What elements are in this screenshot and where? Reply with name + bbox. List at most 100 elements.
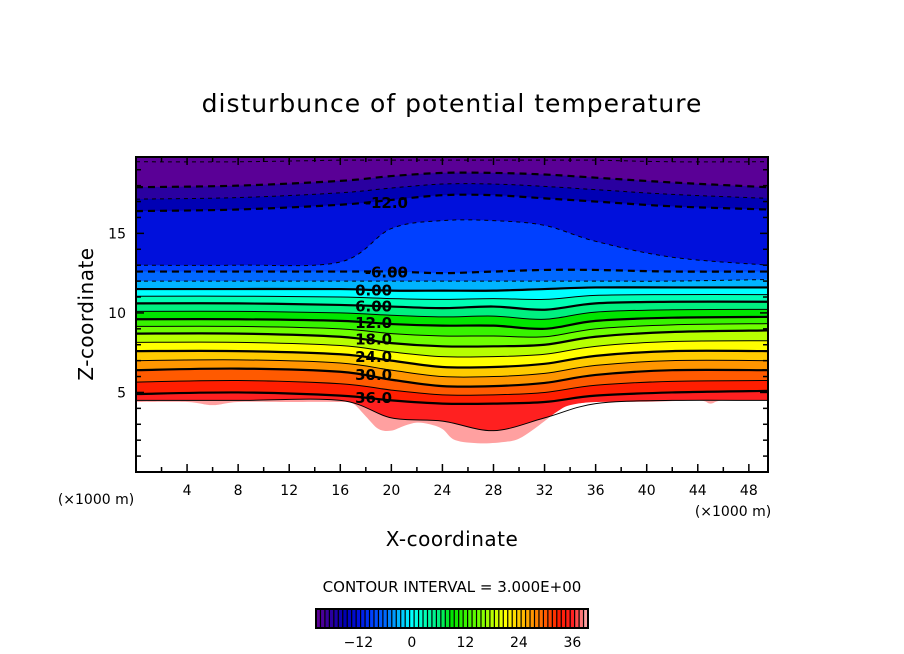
colorbar-tick-label: 12 <box>456 635 474 651</box>
contour-line <box>136 300 768 311</box>
contour-label: 36.0 <box>355 389 392 407</box>
contour-line <box>136 379 768 396</box>
x-tick-label: 44 <box>689 483 707 499</box>
contour-line <box>136 367 768 388</box>
terrain <box>136 400 768 472</box>
x-tick-label: 12 <box>280 483 298 499</box>
colorbar-tick-label: 24 <box>510 635 528 651</box>
colorbar-swatch <box>543 609 548 628</box>
colorbar-swatch <box>530 609 535 628</box>
contour-line <box>136 323 768 338</box>
colorbar-tick-label: −12 <box>344 635 374 651</box>
x-tick-label: 32 <box>536 483 554 499</box>
contour-line <box>136 340 768 358</box>
contour-label: 6.00 <box>355 297 392 315</box>
colorbar-swatch <box>552 609 557 628</box>
x-tick-label: 24 <box>434 483 452 499</box>
colorbar-swatch <box>489 609 495 628</box>
y-tick-label: 10 <box>108 306 126 322</box>
contour-label: 24.0 <box>355 348 392 366</box>
y-tick-label: 5 <box>117 385 126 401</box>
colorbar-swatch <box>360 609 366 628</box>
colorbar-swatch <box>498 609 504 628</box>
colorbar-swatch <box>516 609 522 628</box>
colorbar-swatch <box>347 609 352 628</box>
x-tick-label: 8 <box>234 483 243 499</box>
colorbar-swatch <box>365 609 370 628</box>
colorbar-swatch <box>356 609 361 628</box>
contour-line <box>136 171 768 189</box>
contour-line <box>136 389 768 405</box>
contour-line <box>136 308 768 320</box>
colorbar-tick-label: 36 <box>563 635 581 651</box>
x-tick-label: 16 <box>331 483 349 499</box>
colorbar-swatch <box>472 609 477 628</box>
colorbar-swatch <box>324 609 330 628</box>
colorbar-swatch <box>561 609 566 628</box>
colorbar-swatch <box>369 609 374 628</box>
colorbar-swatch <box>534 609 539 628</box>
x-unit-label-right: (×1000 m) <box>695 504 771 520</box>
contour-line <box>136 315 768 331</box>
x-axis-label: X-coordinate <box>386 527 519 551</box>
colorbar-swatch <box>579 609 584 628</box>
colorbar-swatch <box>400 609 406 628</box>
contour-line <box>136 349 768 369</box>
colorbar-swatch <box>423 609 428 628</box>
contour-line <box>136 183 768 200</box>
colorbar-swatch <box>391 609 397 628</box>
colorbar-swatch <box>476 609 481 628</box>
colorbar-swatch <box>338 609 343 628</box>
colorbar-swatch <box>436 609 441 628</box>
contour-label: 30.0 <box>355 366 392 384</box>
contour-line <box>136 398 768 432</box>
colorbar-swatch <box>507 609 513 628</box>
colorbar-swatch <box>458 609 464 628</box>
colorbar-tick-label: 0 <box>407 635 416 651</box>
colorbar-swatch <box>449 609 455 628</box>
colorbar-swatch <box>320 609 325 628</box>
y-tick-label: 15 <box>108 226 126 242</box>
contour-line <box>136 359 768 378</box>
contour-line <box>136 286 768 292</box>
colorbar-swatch <box>454 609 459 628</box>
contour-lines <box>136 159 768 432</box>
contour-label: 12.0 <box>355 314 392 332</box>
x-tick-label: 48 <box>740 483 758 499</box>
colorbar-swatch <box>480 609 486 628</box>
colorbar-swatch <box>445 609 450 628</box>
colorbar-swatch <box>431 609 437 628</box>
colorbar-swatch <box>467 609 473 628</box>
colorbar-swatch <box>512 609 517 628</box>
colorbar-swatch <box>342 609 348 628</box>
colorbar-swatch <box>382 609 388 628</box>
colorbar-swatch <box>329 609 334 628</box>
colorbar-frame <box>315 608 589 629</box>
colorbar-swatch <box>316 609 321 628</box>
colorbar-swatch <box>570 609 575 628</box>
colorbar-swatch <box>405 609 410 628</box>
colorbar-swatch <box>396 609 401 628</box>
colorbar-swatch <box>547 609 553 628</box>
colorbar-swatch <box>373 609 379 628</box>
colorbar-swatch <box>418 609 424 628</box>
contour-label: -12.0 <box>365 194 408 212</box>
colorbar-swatch <box>414 609 419 628</box>
colorbar-swatch <box>440 609 446 628</box>
chart-title: disturbunce of potential temperature <box>202 89 703 118</box>
x-unit-label-left: (×1000 m) <box>58 492 134 508</box>
x-tick-label: 4 <box>183 483 192 499</box>
colorbar-swatch <box>351 609 357 628</box>
contour-line <box>136 279 768 282</box>
y-axis-label: Z-coordinate <box>74 247 98 380</box>
contour-interval-text: CONTOUR INTERVAL = 3.000E+00 <box>323 578 582 596</box>
colorbar-swatch <box>565 609 571 628</box>
contour-line <box>136 219 768 267</box>
contour-label: 0.00 <box>355 282 392 300</box>
contour-line <box>136 294 768 301</box>
colorbar-swatch <box>556 609 562 628</box>
colorbar-swatch <box>503 609 508 628</box>
